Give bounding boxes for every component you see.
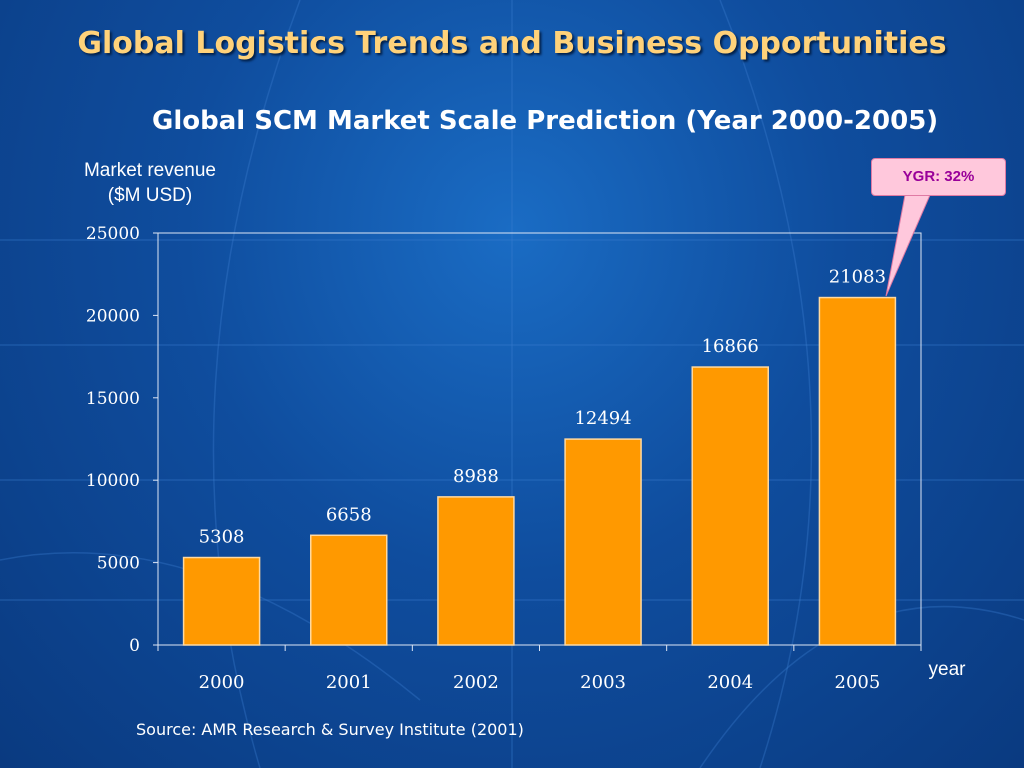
x-tick-label: 2002 (453, 672, 499, 693)
bar-value-label: 6658 (326, 504, 372, 525)
y-axis-label-line2: ($M USD) (107, 185, 193, 206)
bar-value-label: 21083 (829, 267, 886, 288)
y-axis-label: Market revenue ($M USD) (60, 158, 240, 208)
plot-area-frame (157, 232, 922, 646)
x-tick-label: 2001 (326, 672, 372, 693)
y-tick-label: 15000 (86, 389, 140, 409)
bar-value-label: 5308 (199, 527, 245, 548)
bar-value-label: 16866 (702, 336, 759, 357)
x-tick-label: 2005 (835, 672, 881, 693)
bar-2000 (182, 556, 261, 646)
x-axis-label: year (929, 659, 967, 680)
y-tick-label: 20000 (86, 306, 140, 326)
y-tick-label: 10000 (86, 471, 140, 491)
bar-value-label: 12494 (574, 408, 631, 429)
chart-subtitle: Global SCM Market Scale Prediction (Year… (152, 106, 939, 136)
growth-rate-callout: YGR: 32% (871, 158, 1006, 196)
x-tick-label: 2003 (580, 672, 626, 693)
x-tick-label: 2000 (199, 672, 245, 693)
bar-value-label: 8988 (453, 466, 499, 487)
source-note: Source: AMR Research & Survey Institute … (136, 720, 524, 739)
slide-title: Global Logistics Trends and Business Opp… (77, 26, 947, 61)
x-tick-label: 2004 (707, 672, 753, 693)
bar-2004 (691, 366, 769, 646)
bar-2001 (310, 534, 388, 646)
callout-pointer (885, 194, 931, 297)
y-tick-label: 25000 (86, 224, 140, 244)
y-tick-label: 5000 (97, 554, 140, 574)
y-axis-label-line1: Market revenue (83, 160, 216, 181)
bar-2003 (564, 438, 642, 646)
bar-2005 (818, 296, 897, 646)
y-tick-label: 0 (129, 636, 140, 656)
bar-2002 (437, 496, 515, 646)
